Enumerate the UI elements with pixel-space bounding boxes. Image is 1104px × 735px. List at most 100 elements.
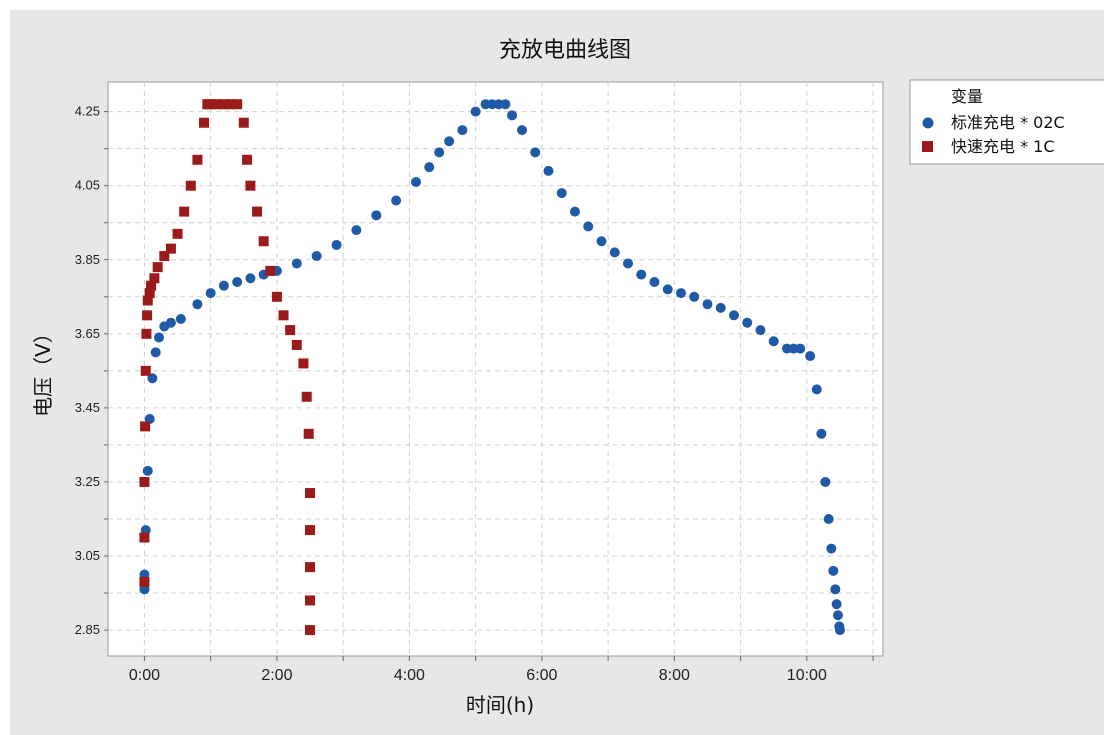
data-point — [500, 99, 511, 110]
legend-box — [909, 79, 1104, 165]
data-point — [192, 154, 203, 165]
data-point — [291, 339, 302, 350]
y-tick-label: 2.85 — [75, 622, 100, 637]
data-point — [411, 176, 422, 187]
data-point — [152, 262, 163, 273]
data-point — [149, 273, 160, 284]
data-point — [596, 236, 607, 247]
data-point — [232, 99, 243, 110]
data-point — [139, 576, 150, 587]
y-tick-label: 3.65 — [75, 326, 100, 341]
data-point — [830, 584, 841, 595]
x-tick-label: 6:00 — [526, 667, 557, 684]
y-axis-title: 电压（V） — [31, 323, 55, 417]
data-point — [795, 343, 806, 354]
data-point — [232, 276, 243, 287]
chart-svg: 充放电曲线图 2.853.053.253.453.653.854.054.25 … — [31, 38, 1104, 717]
data-point — [205, 99, 216, 110]
data-point — [165, 243, 176, 254]
data-point — [140, 365, 151, 376]
data-point — [516, 125, 527, 136]
legend-label-standard: 标准充电 * 02C — [951, 113, 1065, 132]
data-point — [609, 247, 620, 258]
data-point — [212, 99, 223, 110]
data-point — [662, 284, 673, 295]
data-point — [303, 428, 314, 439]
data-point — [242, 154, 253, 165]
data-point — [622, 258, 633, 269]
data-point — [768, 336, 779, 347]
y-tick-label: 3.85 — [75, 252, 100, 267]
legend: 变量 标准充电 * 02C 快速充电 * 1C — [909, 79, 1104, 165]
x-tick-label: 4:00 — [394, 667, 425, 684]
x-tick-label: 2:00 — [261, 667, 292, 684]
data-point — [252, 206, 263, 217]
series-fast — [139, 99, 316, 636]
data-point — [139, 476, 150, 487]
data-point — [301, 391, 312, 402]
data-point — [331, 239, 342, 250]
data-point — [351, 225, 362, 236]
data-point — [192, 299, 203, 310]
series-standard — [139, 99, 845, 636]
plot-area — [107, 81, 884, 657]
data-point — [265, 265, 276, 276]
data-point — [702, 299, 713, 310]
data-point — [444, 136, 455, 147]
data-point — [371, 210, 382, 221]
data-point — [142, 465, 153, 476]
data-point — [159, 251, 170, 262]
data-point — [154, 332, 165, 343]
data-point — [139, 532, 150, 543]
data-point — [434, 147, 445, 158]
x-tick-label: 8:00 — [659, 667, 690, 684]
y-tick-label: 3.25 — [75, 474, 100, 489]
data-point — [142, 310, 153, 321]
data-point — [205, 288, 216, 299]
series-layer — [139, 99, 845, 636]
data-point — [291, 258, 302, 269]
data-point — [305, 625, 316, 636]
data-point — [140, 421, 151, 432]
x-tick-label: 10:00 — [787, 667, 827, 684]
data-point — [305, 595, 316, 606]
data-point — [831, 599, 842, 610]
data-point — [820, 476, 831, 487]
data-point — [298, 358, 309, 369]
data-point — [218, 280, 229, 291]
data-point — [755, 325, 766, 336]
x-axis-title: 时间(h) — [466, 693, 534, 717]
x-tick-label: 0:00 — [129, 667, 160, 684]
data-point — [142, 295, 153, 306]
data-point — [165, 317, 176, 328]
data-point — [150, 347, 161, 358]
chart-frame: 充放电曲线图 2.85 3.05 3.25 3.45 3.65 3.85 4.05 4.25 … — [10, 10, 1104, 735]
data-point — [238, 117, 249, 128]
data-point — [543, 165, 554, 176]
chart-title: 充放电曲线图 — [499, 38, 631, 63]
data-point — [218, 99, 229, 110]
data-point — [144, 288, 155, 299]
data-point — [305, 525, 316, 536]
data-point — [583, 221, 594, 232]
data-point — [179, 206, 190, 217]
data-point — [805, 351, 816, 362]
data-point — [271, 291, 282, 302]
data-point — [530, 147, 541, 158]
data-point — [278, 310, 289, 321]
data-point — [225, 99, 236, 110]
data-point — [675, 288, 686, 299]
legend-title: 变量 — [951, 87, 983, 106]
data-point — [175, 314, 186, 325]
data-point — [715, 302, 726, 313]
data-point — [689, 291, 700, 302]
data-point — [742, 317, 753, 328]
data-point — [569, 206, 580, 217]
legend-marker-standard — [922, 117, 934, 129]
data-point — [305, 488, 316, 499]
data-point — [424, 162, 435, 173]
data-point — [185, 180, 196, 191]
data-point — [311, 251, 322, 262]
data-point — [285, 325, 296, 336]
data-point — [172, 228, 183, 239]
